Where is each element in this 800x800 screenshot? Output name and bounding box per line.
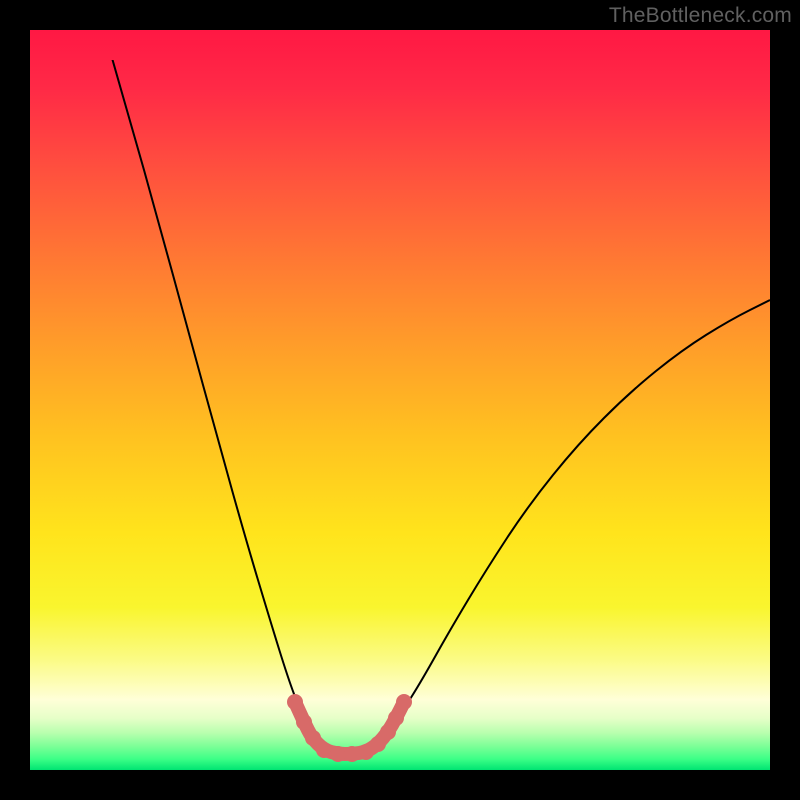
chart-frame <box>0 0 800 800</box>
valley-dot <box>287 694 303 710</box>
valley-dot <box>296 714 312 730</box>
valley-dot <box>316 742 332 758</box>
valley-dot <box>330 746 346 762</box>
valley-dot <box>305 730 321 746</box>
valley-dot <box>388 710 404 726</box>
valley-dot <box>380 724 396 740</box>
chart-svg <box>0 0 800 800</box>
plot-background <box>30 30 770 770</box>
valley-dot <box>396 694 412 710</box>
watermark-text: TheBottleneck.com <box>609 4 792 28</box>
valley-dot <box>344 746 360 762</box>
